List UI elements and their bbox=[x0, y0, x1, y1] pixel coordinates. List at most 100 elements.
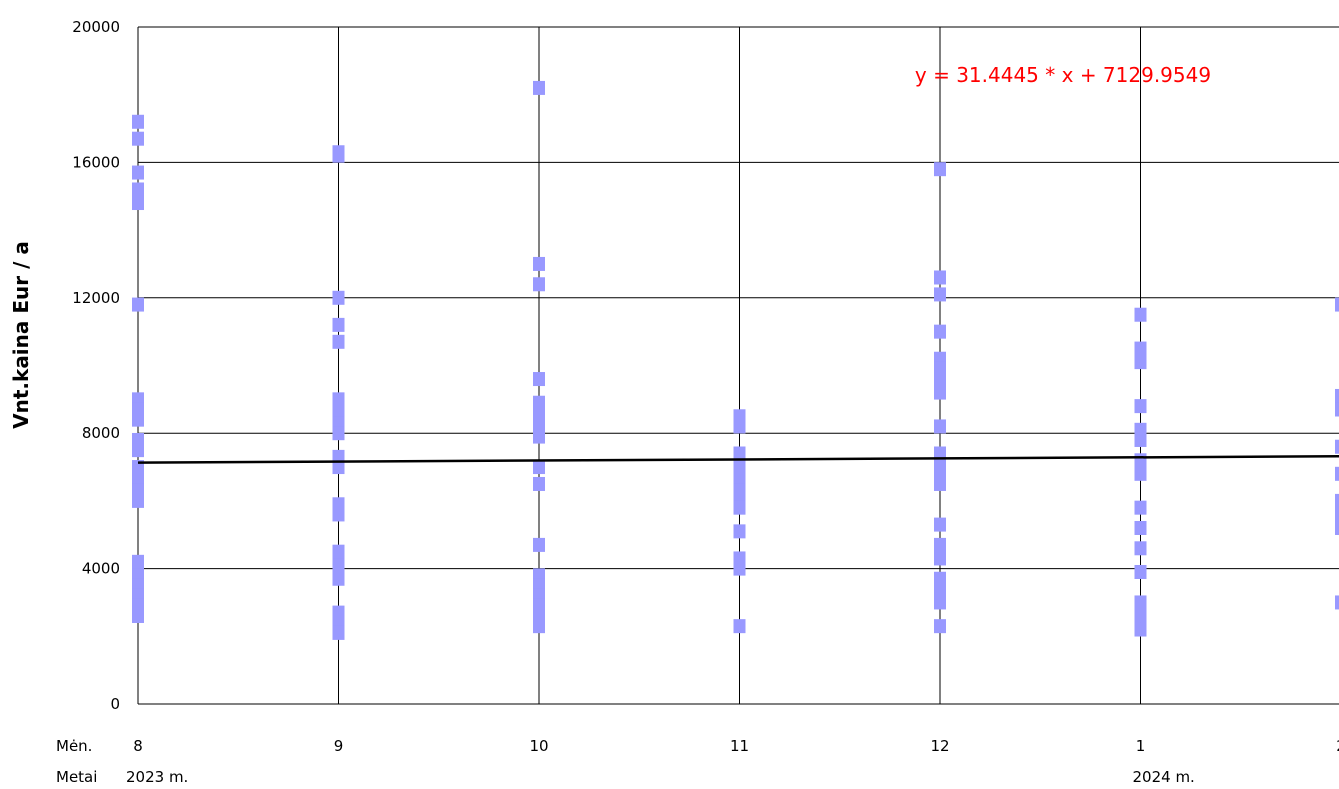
data-point bbox=[1134, 355, 1147, 370]
data-point bbox=[332, 571, 345, 586]
data-point bbox=[733, 524, 746, 539]
data-point bbox=[332, 460, 345, 475]
data-point bbox=[533, 256, 545, 271]
x-tick-label: 2 bbox=[1336, 737, 1339, 755]
data-point bbox=[533, 429, 545, 444]
data-point bbox=[934, 419, 946, 434]
data-point bbox=[934, 619, 946, 634]
data-point bbox=[332, 558, 345, 573]
y-tick-label: 20000 bbox=[72, 18, 120, 36]
data-point bbox=[934, 476, 946, 491]
data-point bbox=[132, 131, 144, 146]
data-point bbox=[1134, 399, 1147, 414]
data-point bbox=[934, 287, 946, 302]
data-point bbox=[1134, 466, 1147, 481]
y-axis-title: Vnt.kaina Eur / a bbox=[9, 241, 33, 429]
y-tick-label: 4000 bbox=[82, 560, 120, 578]
data-point bbox=[332, 507, 345, 522]
data-point bbox=[132, 493, 144, 508]
data-point bbox=[1335, 507, 1339, 522]
data-point bbox=[533, 619, 545, 634]
y-tick-label: 0 bbox=[110, 695, 120, 713]
data-point bbox=[533, 460, 545, 475]
data-point bbox=[934, 571, 946, 586]
data-point bbox=[733, 500, 746, 515]
data-point bbox=[533, 277, 545, 292]
data-point bbox=[934, 162, 946, 177]
data-point bbox=[934, 537, 946, 552]
data-point bbox=[1335, 439, 1339, 454]
data-point bbox=[733, 446, 746, 461]
data-point bbox=[332, 625, 345, 640]
data-point bbox=[1335, 595, 1339, 610]
data-point bbox=[934, 551, 946, 566]
data-point bbox=[533, 80, 545, 95]
data-point bbox=[733, 460, 746, 475]
data-point bbox=[1335, 297, 1339, 312]
data-point bbox=[934, 595, 946, 610]
data-point bbox=[733, 561, 746, 576]
data-point bbox=[533, 476, 545, 491]
data-point bbox=[1335, 493, 1339, 508]
data-point bbox=[733, 419, 746, 434]
x-tick-label: 1 bbox=[1136, 737, 1146, 755]
y-tick-label: 12000 bbox=[72, 289, 120, 307]
x-tick-label: 8 bbox=[133, 737, 143, 755]
data-point bbox=[1134, 453, 1147, 468]
year-row-label: Metai bbox=[56, 768, 97, 786]
data-point bbox=[132, 608, 144, 623]
data-point bbox=[733, 619, 746, 634]
data-point bbox=[132, 412, 144, 427]
data-point bbox=[332, 544, 345, 559]
data-point bbox=[1134, 595, 1147, 610]
data-point bbox=[1335, 466, 1339, 481]
data-point bbox=[1335, 402, 1339, 417]
data-point bbox=[132, 165, 144, 180]
data-point bbox=[934, 361, 946, 376]
grid-lines bbox=[137, 26, 1339, 705]
data-points bbox=[132, 80, 1339, 640]
data-point bbox=[533, 372, 545, 387]
data-point bbox=[332, 392, 345, 407]
data-point bbox=[332, 148, 345, 163]
data-point bbox=[332, 426, 345, 441]
year-label: 2024 m. bbox=[1133, 768, 1195, 786]
trend-line-group bbox=[137, 455, 1339, 464]
data-point bbox=[934, 270, 946, 285]
data-point bbox=[332, 334, 345, 349]
data-point bbox=[533, 537, 545, 552]
x-tick-label: 9 bbox=[334, 737, 344, 755]
data-point bbox=[132, 196, 144, 211]
data-point bbox=[934, 517, 946, 532]
data-point bbox=[934, 385, 946, 400]
axis-labels: 200001600012000800040000891011121234567M… bbox=[56, 18, 1339, 786]
data-point bbox=[132, 114, 144, 129]
data-point bbox=[132, 182, 144, 197]
data-point bbox=[1134, 341, 1147, 356]
data-point bbox=[1134, 622, 1147, 637]
data-point bbox=[132, 554, 144, 569]
trend-line bbox=[137, 455, 1339, 464]
x-tick-label: 10 bbox=[529, 737, 548, 755]
data-point bbox=[1134, 608, 1147, 623]
data-point bbox=[332, 317, 345, 332]
y-tick-label: 8000 bbox=[82, 424, 120, 442]
data-point bbox=[132, 297, 144, 312]
month-row-label: Mėn. bbox=[56, 737, 92, 755]
data-point bbox=[1134, 541, 1147, 556]
year-label: 2023 m. bbox=[126, 768, 188, 786]
y-tick-label: 16000 bbox=[72, 153, 120, 171]
data-point bbox=[934, 324, 946, 339]
data-point bbox=[132, 443, 144, 458]
data-point bbox=[1335, 520, 1339, 535]
data-point bbox=[1335, 388, 1339, 403]
data-point bbox=[934, 453, 946, 468]
x-tick-label: 12 bbox=[930, 737, 949, 755]
data-point bbox=[1134, 432, 1147, 447]
data-point bbox=[1134, 500, 1147, 515]
trendline-equation: y = 31.4445 * x + 7129.9549 bbox=[915, 63, 1211, 87]
data-point bbox=[533, 395, 545, 410]
data-point bbox=[1134, 307, 1147, 322]
